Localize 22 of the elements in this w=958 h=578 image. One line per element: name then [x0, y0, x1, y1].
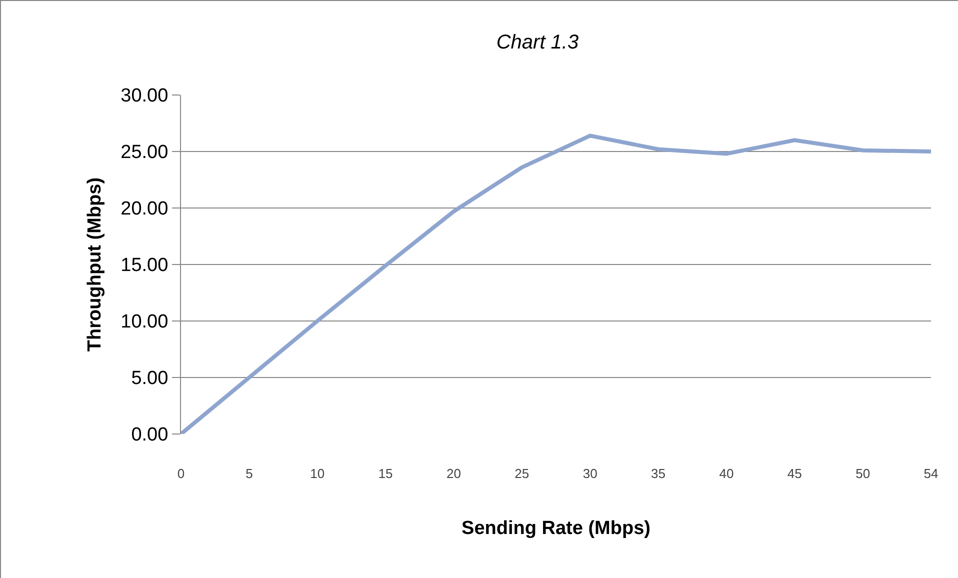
- x-tick-label: 50: [856, 466, 870, 481]
- x-tick-label: 5: [246, 466, 253, 481]
- x-tick-label: 25: [514, 466, 530, 481]
- x-tick-label: 40: [719, 466, 734, 481]
- x-tick-label: 35: [651, 466, 666, 481]
- y-tick-label: 0.00: [131, 424, 168, 446]
- x-axis-title: Sending Rate (Mbps): [462, 518, 650, 539]
- chart-title: Chart 1.3: [496, 31, 579, 54]
- x-tick-label: 30: [582, 466, 598, 481]
- y-tick-label: 10.00: [120, 312, 168, 333]
- y-tick-label: 25.00: [120, 142, 168, 164]
- x-tick-label: 0: [177, 466, 185, 481]
- x-tick-label: 20: [446, 466, 461, 481]
- x-tick-label: 45: [787, 466, 802, 481]
- x-tick-label: 54: [924, 466, 938, 481]
- x-tick-label: 10: [310, 466, 325, 481]
- y-axis-title: Throughput (Mbps): [84, 177, 106, 352]
- y-tick-label: 20.00: [120, 198, 168, 220]
- x-tick-label: 15: [378, 466, 393, 481]
- y-tick-label: 5.00: [131, 368, 168, 390]
- y-tick-label: 15.00: [120, 255, 168, 276]
- y-tick-label: 30.00: [120, 86, 168, 107]
